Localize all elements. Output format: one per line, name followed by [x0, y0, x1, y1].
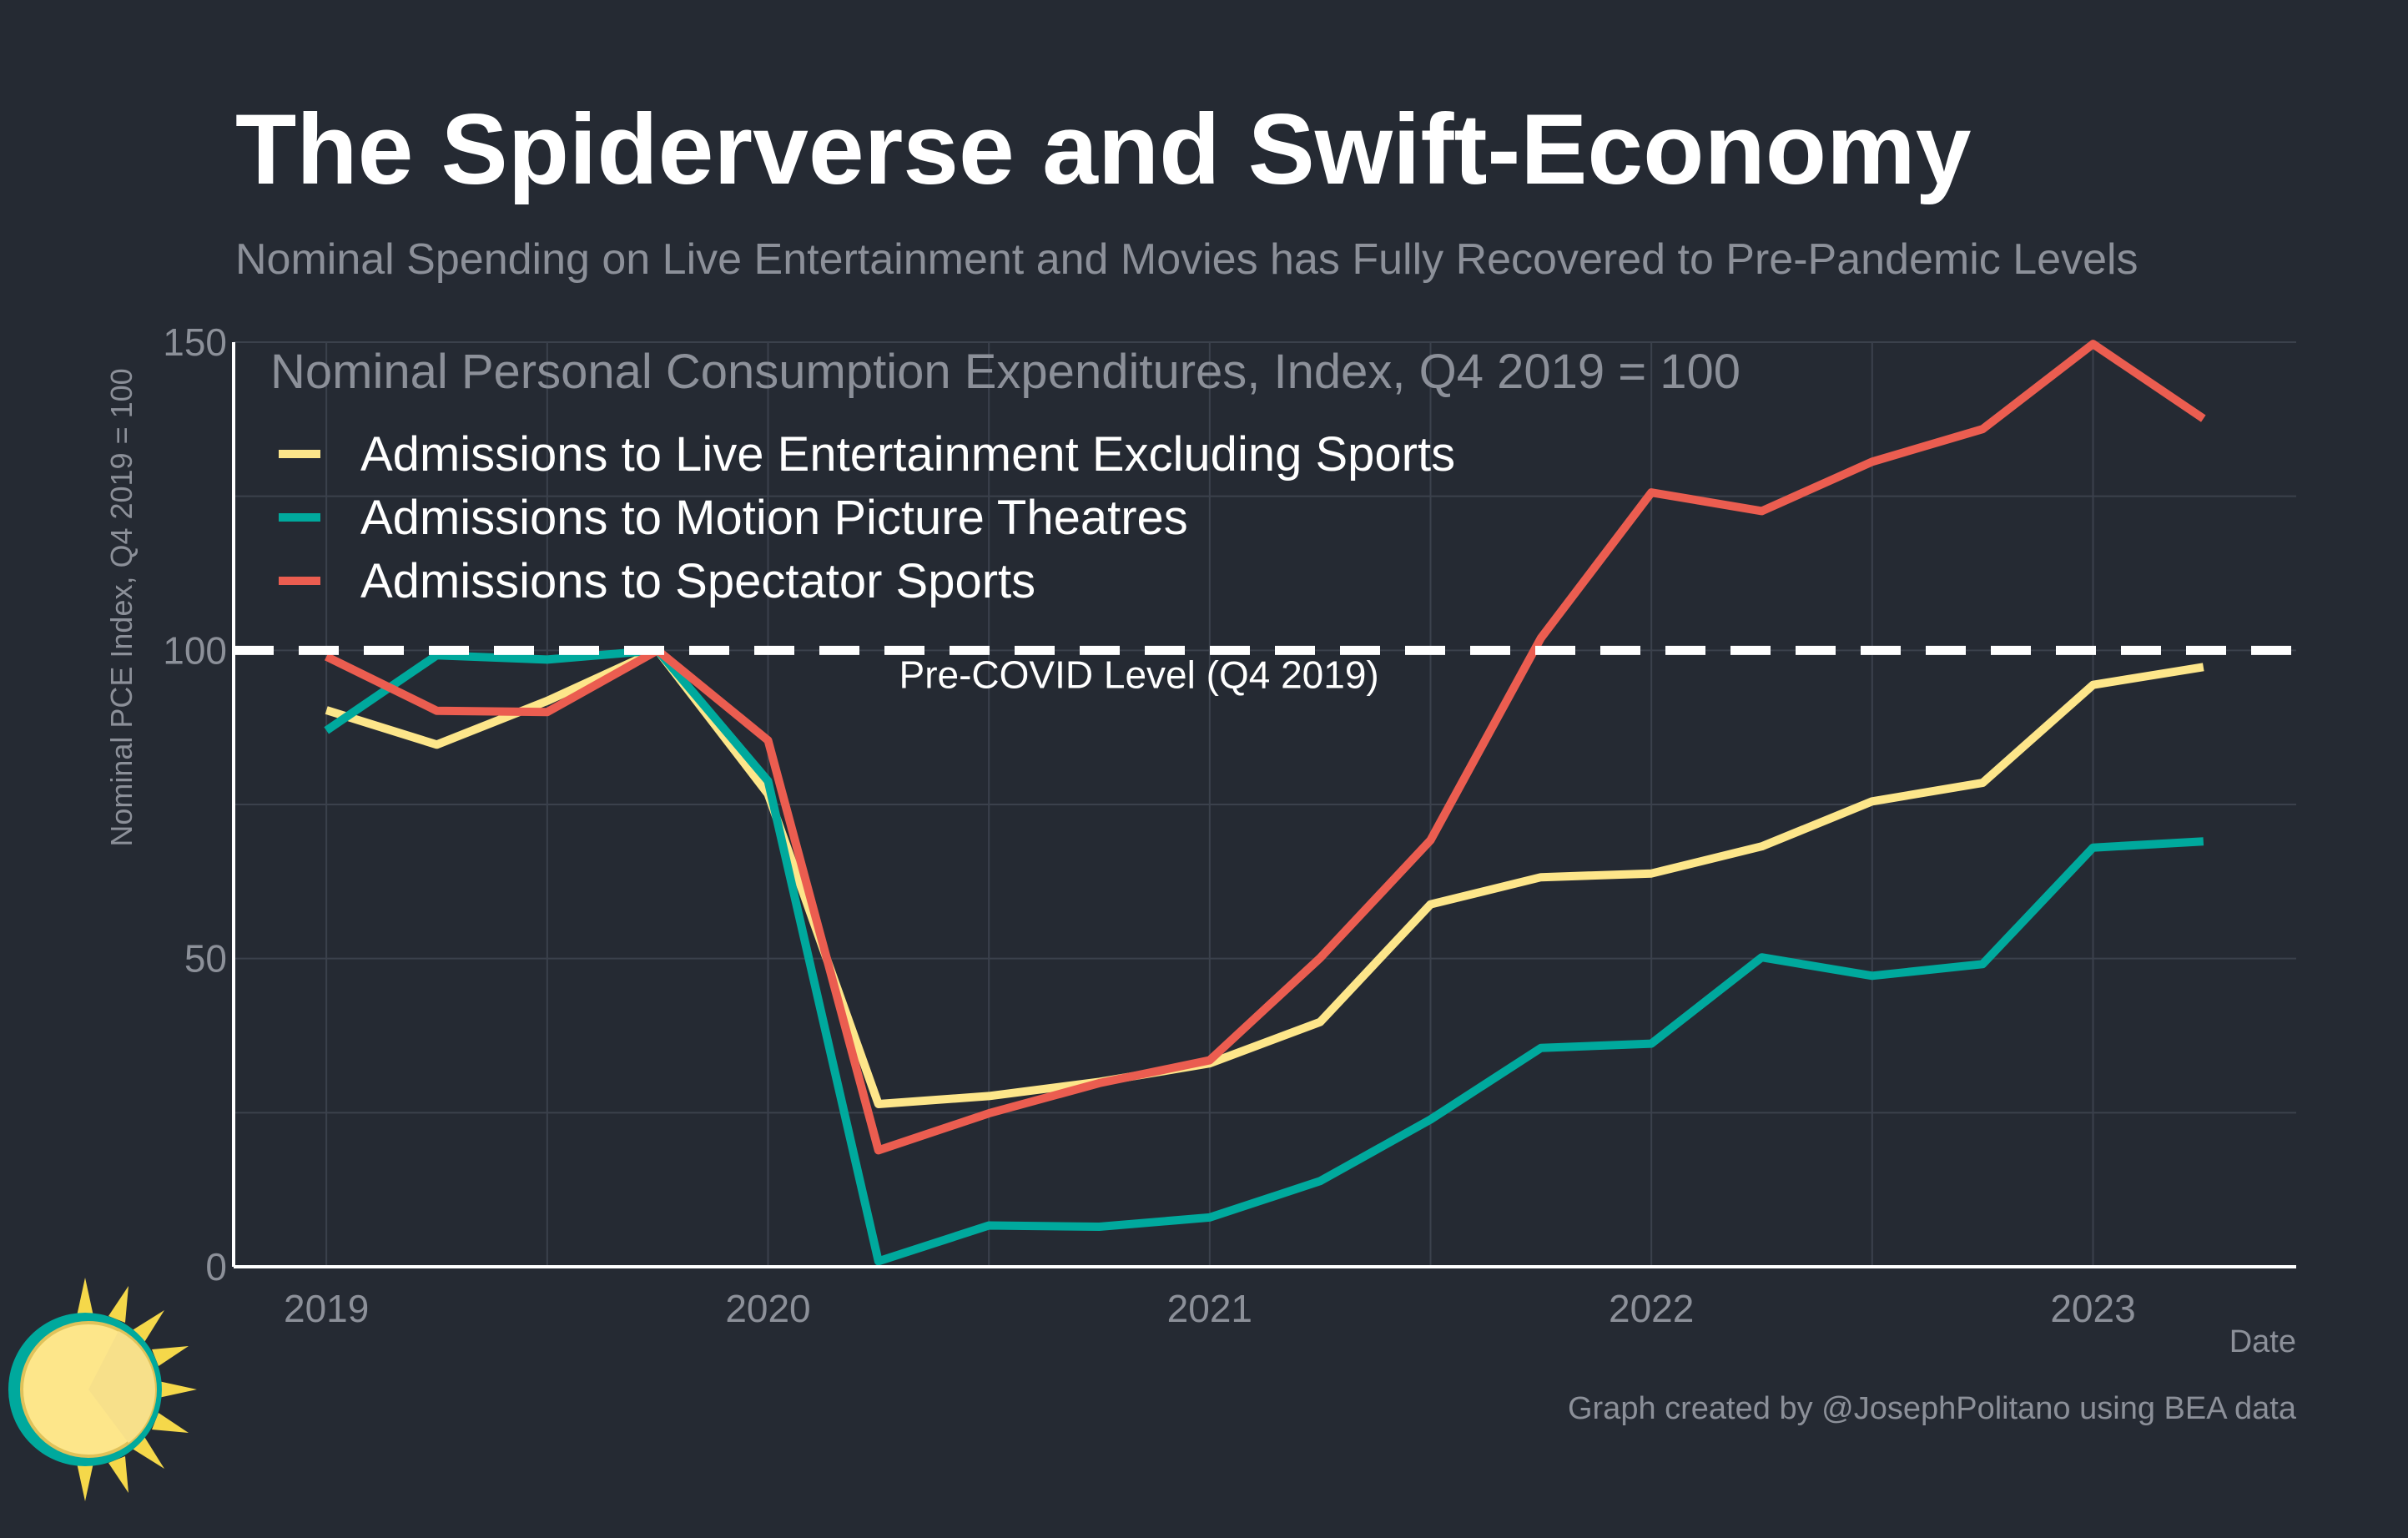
x-tick-label: 2021: [1167, 1287, 1252, 1330]
reference-line-label: Pre-COVID Level (Q4 2019): [899, 653, 1379, 696]
reference-line: Pre-COVID Level (Q4 2019): [234, 645, 2296, 696]
y-tick-label: 50: [184, 937, 227, 981]
x-tick-labels: 2019 2020 2021 2022 2023: [284, 1287, 2136, 1330]
series-line-3: [324, 340, 2206, 1155]
axes: [232, 342, 2296, 1268]
legend-label: Admissions to Spectator Sports: [360, 554, 1035, 608]
chart-title: The Spiderverse and Swift-Economy: [235, 93, 1972, 205]
sun-logo-icon: [8, 1278, 197, 1501]
chart-subtitle: Nominal Spending on Live Entertainment a…: [235, 235, 2138, 284]
y-tick-label: 0: [205, 1245, 227, 1288]
legend: Nominal Personal Consumption Expenditure…: [270, 345, 1741, 608]
x-tick-label: 2022: [1609, 1287, 1694, 1330]
x-tick-label: 2019: [284, 1287, 369, 1330]
source-caption: Graph created by @JosephPolitano using B…: [1568, 1391, 2297, 1426]
x-tick-label: 2023: [2050, 1287, 2135, 1330]
series-line-1: [325, 646, 2204, 1108]
y-tick-label: 100: [163, 628, 227, 672]
y-tick-labels: 0 50 100 150: [163, 320, 227, 1288]
legend-items: Admissions to Live Entertainment Excludi…: [279, 427, 1455, 608]
x-axis-label: Date: [2229, 1324, 2296, 1359]
legend-label: Admissions to Motion Picture Theatres: [360, 491, 1188, 545]
grid: [234, 341, 2296, 1268]
series-line-2: [324, 646, 2204, 1266]
legend-label: Admissions to Live Entertainment Excludi…: [360, 427, 1455, 482]
legend-title: Nominal Personal Consumption Expenditure…: [270, 345, 1741, 399]
x-tick-label: 2020: [725, 1287, 810, 1330]
y-axis-label: Nominal PCE Index, Q4 2019 = 100: [104, 368, 139, 846]
series-lines: [324, 340, 2206, 1266]
y-tick-label: 150: [163, 320, 227, 364]
